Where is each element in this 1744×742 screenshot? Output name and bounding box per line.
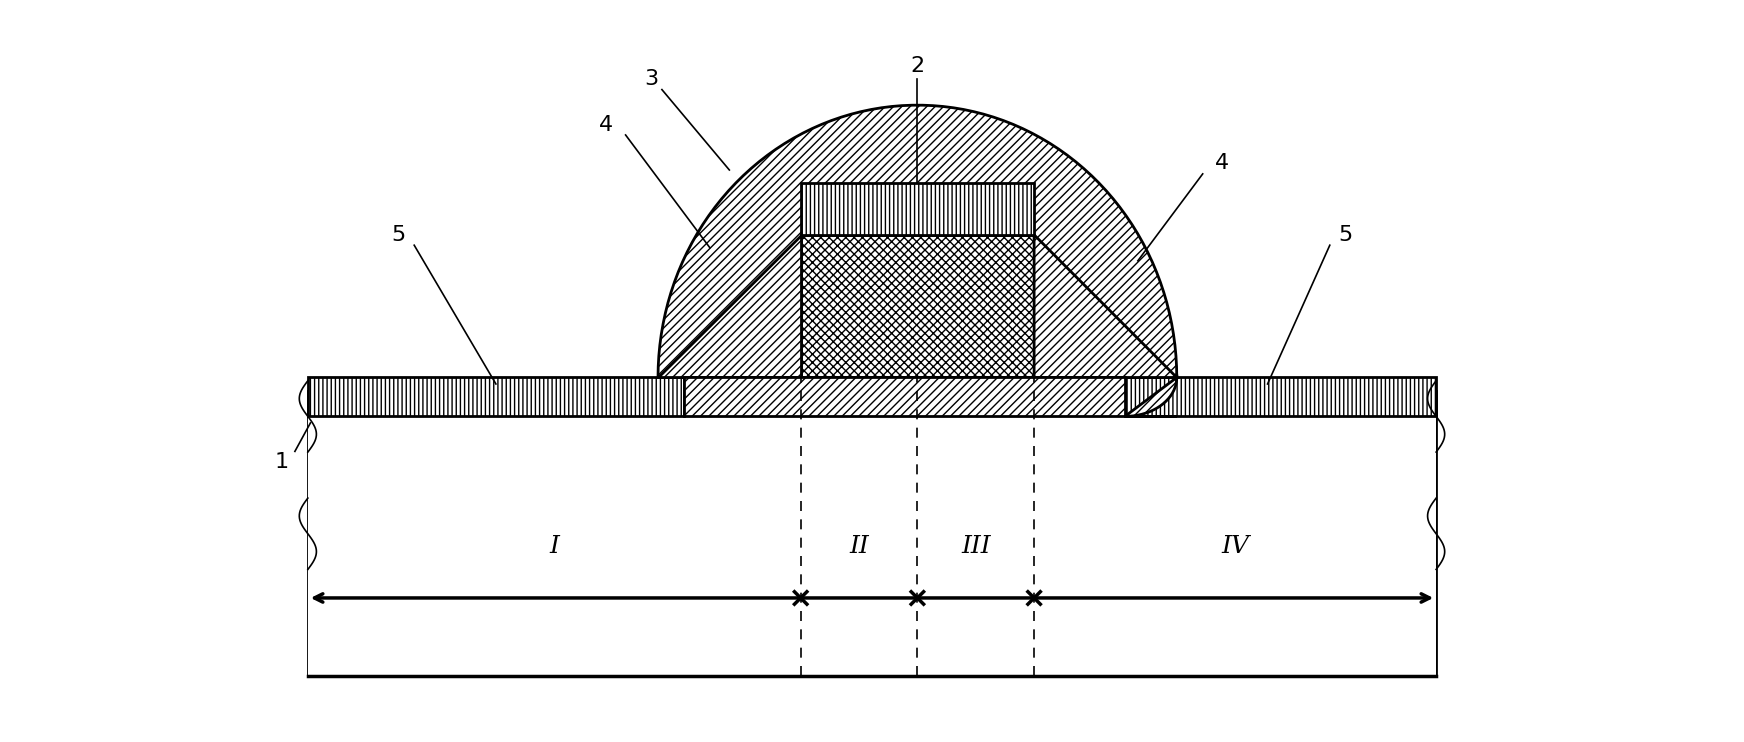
Polygon shape <box>309 378 684 416</box>
Polygon shape <box>1125 378 1435 416</box>
Text: 5: 5 <box>391 225 406 245</box>
Text: IV: IV <box>1221 534 1249 557</box>
Polygon shape <box>684 378 1125 416</box>
Polygon shape <box>800 234 1034 378</box>
Text: 3: 3 <box>645 69 659 89</box>
Polygon shape <box>1034 234 1177 378</box>
Polygon shape <box>657 234 800 378</box>
Polygon shape <box>800 183 1034 234</box>
Text: 4: 4 <box>1216 154 1230 174</box>
Polygon shape <box>1125 378 1177 416</box>
Text: 1: 1 <box>276 452 290 472</box>
Text: 5: 5 <box>1338 225 1353 245</box>
Text: 2: 2 <box>910 56 924 76</box>
Polygon shape <box>657 105 1177 378</box>
Polygon shape <box>309 390 1435 676</box>
Text: I: I <box>549 534 560 557</box>
Text: III: III <box>961 534 991 557</box>
Text: II: II <box>849 534 869 557</box>
Text: 4: 4 <box>600 114 614 134</box>
